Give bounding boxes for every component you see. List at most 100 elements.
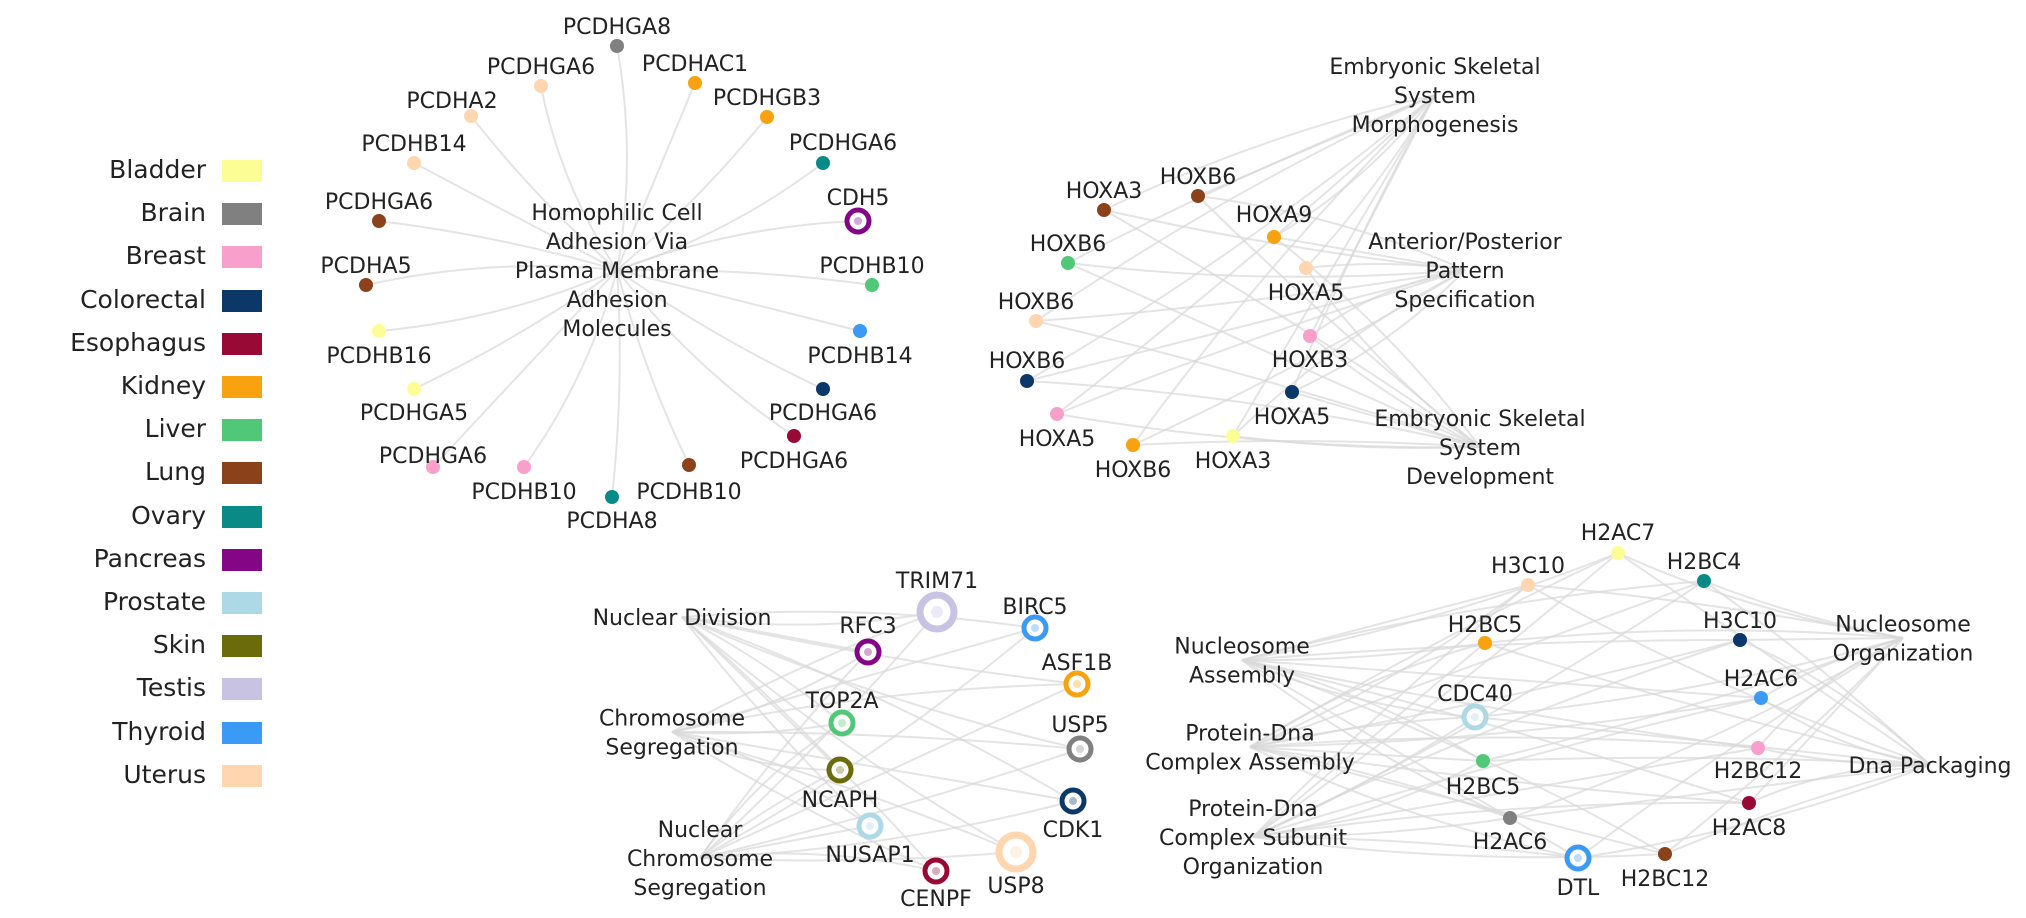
gene-label: TRIM71 [895, 569, 978, 594]
edge [616, 82, 696, 271]
edge [365, 265, 618, 286]
gene-label: HOXA5 [1268, 281, 1345, 306]
gene-label: HOXB6 [1095, 458, 1172, 483]
gene-node [610, 39, 624, 53]
edge [681, 616, 1017, 853]
gene-node-ring [856, 812, 884, 840]
edge [1056, 269, 1466, 415]
legend-label: Prostate [103, 587, 206, 616]
legend-label: Testis [136, 673, 206, 703]
edge [1241, 659, 1511, 819]
gene-label: HOXA5 [1254, 405, 1331, 430]
edge [616, 45, 628, 271]
legend-item-testis: Testis [0, 673, 262, 703]
edge [1249, 697, 1762, 748]
edge [1291, 391, 1481, 448]
gene-node [372, 214, 386, 228]
legend-swatch [222, 548, 262, 571]
edge [699, 852, 937, 872]
legend-swatch [222, 289, 262, 312]
gene-node [760, 110, 774, 124]
gene-label: BIRC5 [1002, 595, 1067, 620]
edge [1252, 584, 1529, 838]
gene-label: HOXA5 [1019, 427, 1096, 452]
gene-label: PCDHB16 [326, 344, 431, 369]
edge [1197, 195, 1466, 271]
nodes [359, 39, 1768, 885]
edge [1760, 697, 1931, 766]
edge [1249, 716, 1476, 748]
gene-label: USP5 [1051, 713, 1108, 738]
gene-label: PCDHB10 [636, 480, 741, 505]
gene-node-ring [1021, 614, 1049, 642]
gene-label: PCDHGA8 [563, 15, 671, 40]
edge [378, 269, 618, 332]
edge [1132, 269, 1466, 446]
legend-label: Skin [152, 630, 206, 660]
gene-node-core [931, 606, 943, 618]
edge [681, 611, 938, 626]
gene-node [1733, 633, 1747, 647]
edge [1703, 580, 1904, 639]
gene-label: PCDHAC1 [642, 52, 748, 77]
edge [1748, 763, 1931, 804]
gene-node [534, 79, 548, 93]
edge [1026, 94, 1436, 382]
edge [1035, 269, 1466, 322]
gene-label: DTL [1557, 876, 1600, 901]
gene-node-core [1069, 797, 1077, 805]
legend-label: Pancreas [93, 543, 206, 573]
edge [1252, 716, 1476, 838]
gene-label: HOXA9 [1236, 203, 1313, 228]
gene-label: H3C10 [1491, 554, 1565, 579]
legend-label: Thyroid [112, 716, 206, 746]
edge [1249, 746, 1511, 819]
gene-node [1050, 407, 1064, 421]
gene-label: PCDHA8 [566, 509, 657, 534]
edge [1241, 580, 1705, 661]
edge [378, 220, 618, 271]
legend-label: Brain [140, 198, 206, 228]
legend-item-brain: Brain [0, 198, 262, 228]
gene-label: PCDHGA6 [769, 401, 877, 426]
gene-label: HOXB3 [1272, 348, 1349, 373]
gene-label: HOXB6 [1030, 232, 1107, 257]
gene-label: CDK1 [1043, 818, 1104, 843]
legend-label: Liver [144, 414, 206, 444]
gene-label: PCDHGA6 [740, 449, 848, 474]
edge [1509, 637, 1904, 819]
edge [1249, 746, 1750, 804]
term-label: Embryonic Skeletal System Development [1374, 407, 1585, 490]
legend-label: Kidney [120, 371, 206, 400]
edge [699, 722, 843, 859]
edge [1241, 552, 1619, 661]
legend-swatch [222, 721, 262, 744]
gene-node [1226, 429, 1240, 443]
edge [699, 683, 1078, 859]
gene-node [1476, 754, 1490, 768]
gene-node-core [1010, 846, 1022, 858]
gene-node [1742, 796, 1756, 810]
legend-item-prostate: Prostate [0, 587, 262, 617]
edge [1664, 637, 1904, 855]
legend-item-uterus: Uterus [0, 760, 262, 790]
edge [699, 851, 1017, 862]
legend-item-thyroid: Thyroid [0, 717, 262, 747]
edge [1232, 94, 1436, 437]
edge [1252, 697, 1762, 838]
gene-node [1478, 636, 1492, 650]
gene-node [1285, 385, 1299, 399]
term-label: Homophilic Cell Adhesion Via Plasma Membra… [515, 201, 719, 342]
gene-node [816, 156, 830, 170]
edge [470, 115, 618, 271]
gene-label: H2BC12 [1621, 867, 1710, 892]
edge [671, 627, 1036, 733]
gene-node-ring [826, 756, 854, 784]
edge [1252, 836, 1666, 859]
gene-node [1267, 230, 1281, 244]
legend-label: Bladder [109, 155, 206, 184]
legend-item-breast: Breast [0, 241, 262, 271]
edge [413, 269, 618, 390]
edge [1474, 637, 1904, 718]
